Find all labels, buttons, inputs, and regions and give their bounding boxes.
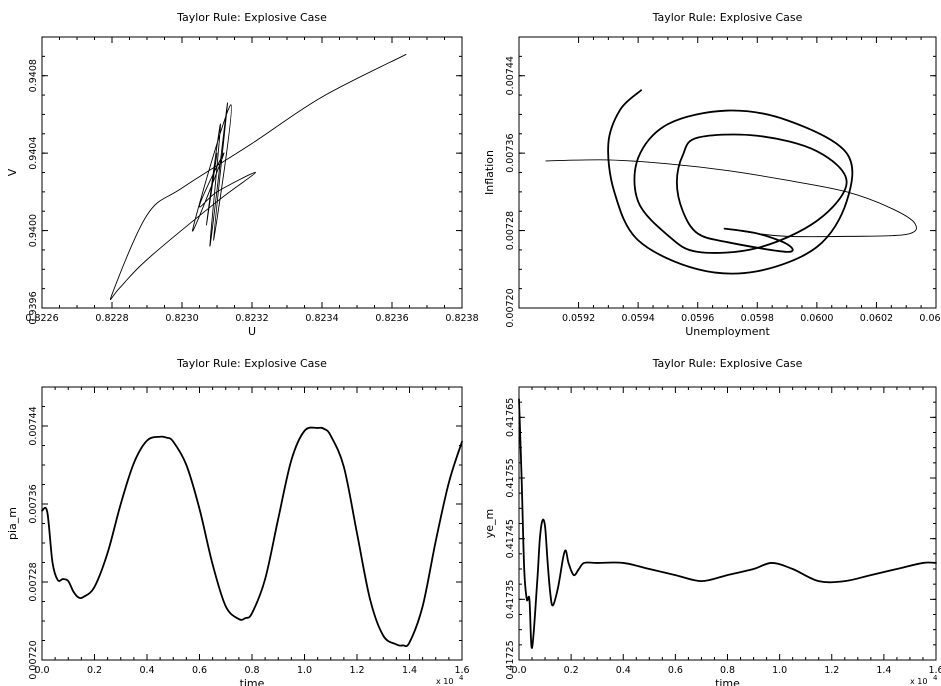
x-tick-label: 1.2 <box>349 665 364 676</box>
plot-frame <box>41 36 463 309</box>
y-tick-label: 0.00736 <box>505 133 516 172</box>
chart-panel-4: Taylor Rule: Explosive Case 0.0 0.2 0.4 0.6 0… <box>483 357 941 686</box>
x-tick-label: 0.8226 <box>25 313 58 324</box>
x-tick-label: 0.8232 <box>235 313 268 324</box>
x-tick-label: 0.0 <box>34 665 49 676</box>
x-tick-label: 0.0598 <box>741 313 774 324</box>
y-tick-label: 0.00736 <box>28 484 39 523</box>
x-tick-label: 0.8 <box>720 665 735 676</box>
y-tick-label: 0.41765 <box>505 398 516 437</box>
x-axis-multiplier-exponent: 4 <box>933 674 938 682</box>
y-tick-label: 0.9400 <box>28 214 39 247</box>
plot-frame <box>518 36 937 309</box>
y-tick-label: 0.9404 <box>28 137 39 170</box>
x-tick-label: 0.4 <box>616 665 631 676</box>
x-tick-label: 0.8230 <box>165 313 198 324</box>
x-axis-label: Unemployment <box>685 325 770 338</box>
chart-title: Taylor Rule: Explosive Case <box>652 11 803 24</box>
x-tick-label: 1.4 <box>876 665 891 676</box>
chart-title: Taylor Rule: Explosive Case <box>176 357 327 370</box>
x-tick-label: 0.2 <box>564 665 579 676</box>
x-tick-label: 0.8228 <box>95 313 128 324</box>
x-axis-label: time <box>715 677 740 686</box>
series-line-1 <box>109 53 407 300</box>
x-tick-label: 1.6 <box>928 665 941 676</box>
chart-panel-2: Taylor Rule: Explosive Case 0.0592 0.0594 0… <box>483 11 941 338</box>
y-tick-label: 0.00728 <box>28 562 39 601</box>
x-axis-multiplier-exponent: 4 <box>459 674 464 682</box>
x-tick-label: 0.0594 <box>622 313 655 324</box>
series-line-1 <box>41 426 463 648</box>
x-axis-multiplier: x 10 <box>436 677 453 686</box>
x-tick-label: 1.0 <box>772 665 787 676</box>
y-tick-label: 0.41745 <box>505 519 516 558</box>
y-tick-label: 0.00744 <box>28 406 39 445</box>
y-tick-label: 0.41755 <box>505 458 516 497</box>
y-tick-label: 0.00728 <box>505 211 516 250</box>
y-tick-label: 0.9396 <box>28 291 39 324</box>
chart-panel-1: Taylor Rule: Explosive Case 0.8226 0.8228 0… <box>6 11 479 338</box>
x-tick-label: 0.0592 <box>562 313 595 324</box>
series-line-2 <box>607 89 854 275</box>
chart-title: Taylor Rule: Explosive Case <box>652 357 803 370</box>
y-axis-label: ye_m <box>483 509 496 539</box>
y-tick-label: 0.00720 <box>505 288 516 327</box>
x-tick-label: 0.0600 <box>800 313 833 324</box>
x-tick-label: 1.0 <box>297 665 312 676</box>
x-tick-label: 0.0 <box>511 665 526 676</box>
y-tick-label: 0.00720 <box>28 640 39 679</box>
x-tick-label: 0.8236 <box>375 313 408 324</box>
chart-title: Taylor Rule: Explosive Case <box>176 11 327 24</box>
plot-frame <box>518 386 937 661</box>
y-axis-label: Inflation <box>483 150 496 195</box>
x-tick-label: 0.8238 <box>445 313 478 324</box>
y-tick-label: 0.41725 <box>505 640 516 679</box>
y-tick-label: 0.9408 <box>28 59 39 92</box>
x-tick-label: 1.2 <box>824 665 839 676</box>
y-tick-label: 0.41735 <box>505 580 516 619</box>
series-line-1 <box>545 159 917 238</box>
x-tick-label: 0.0604 <box>919 313 941 324</box>
y-axis-label: pia_m <box>6 507 19 540</box>
x-axis-label: U <box>248 325 256 338</box>
chart-panel-3: Taylor Rule: Explosive Case 0.0 0.2 0.4 0.6 0… <box>6 357 470 686</box>
series-line-1 <box>518 398 937 649</box>
y-tick-label: 0.00744 <box>505 56 516 95</box>
x-tick-label: 0.0602 <box>860 313 893 324</box>
x-tick-label: 0.6 <box>192 665 207 676</box>
plot-frame <box>41 386 463 661</box>
y-axis-label: V <box>6 168 19 176</box>
x-tick-label: 0.8234 <box>305 313 338 324</box>
x-tick-label: 0.2 <box>87 665 102 676</box>
x-tick-label: 0.8 <box>244 665 259 676</box>
x-tick-label: 1.4 <box>402 665 417 676</box>
x-tick-label: 1.6 <box>454 665 469 676</box>
x-axis-multiplier: x 10 <box>910 677 927 686</box>
x-tick-label: 0.0596 <box>681 313 714 324</box>
x-tick-label: 0.6 <box>668 665 683 676</box>
x-axis-label: time <box>240 677 265 686</box>
x-tick-label: 0.4 <box>139 665 154 676</box>
